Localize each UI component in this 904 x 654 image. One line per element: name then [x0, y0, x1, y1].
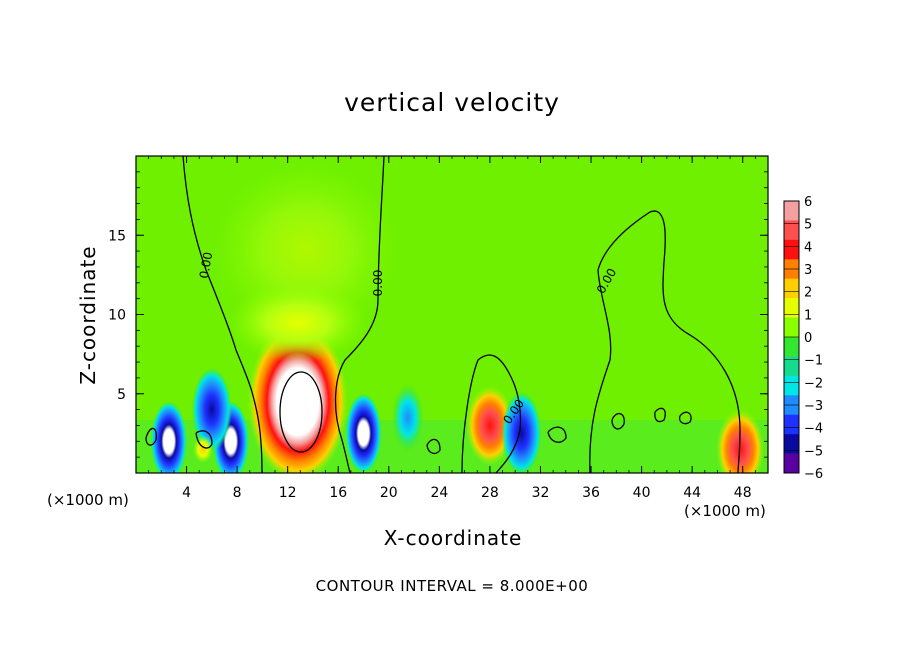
x-tick-label: 40 — [633, 485, 651, 501]
y-axis: 5 10 15 — [108, 171, 768, 458]
y-tick-label: 15 — [108, 228, 126, 244]
x-tick-label: 36 — [582, 485, 600, 501]
x-tick-label: 24 — [430, 485, 448, 501]
colorbar-swatch — [784, 239, 799, 260]
x-tick-label: 32 — [532, 485, 550, 501]
feature-updraft-10 — [192, 435, 213, 464]
x-tick-label: 8 — [233, 485, 242, 501]
colorbar: 6 5 4 3 2 1 0 −1 −2 −3 −4 −5 −6 — [783, 195, 823, 482]
colorbar-swatch — [784, 298, 799, 319]
updraft-core-contour — [279, 371, 323, 453]
colorbar-label: 5 — [804, 218, 812, 233]
x-tick-label: 16 — [329, 485, 347, 501]
colorbar-swatch — [784, 356, 799, 377]
contour-lines — [145, 156, 741, 473]
features-layer — [150, 282, 765, 473]
zero-contour-mid — [461, 354, 522, 473]
feature-downdraft-5 — [150, 401, 187, 473]
small-contour-4 — [654, 407, 666, 423]
x-unit-label-right: (×1000 m) — [684, 502, 766, 520]
colorbar-label: 4 — [804, 240, 812, 255]
x-axis: 4 8 12 16 20 24 28 32 36 40 44 48 — [148, 156, 756, 501]
colorbar-label: 3 — [804, 263, 812, 278]
contour-label-1: 0.00 — [197, 251, 215, 280]
small-contour-5 — [678, 411, 692, 425]
colorbar-label: 1 — [804, 308, 812, 323]
x-tick-label: 12 — [279, 485, 297, 501]
colorbar-swatch — [784, 220, 799, 241]
colorbar-swatch — [784, 317, 799, 338]
x-tick-label: 20 — [380, 485, 398, 501]
colorbar-label: 0 — [804, 331, 812, 346]
colorbar-label: −4 — [804, 422, 823, 437]
colorbar-swatch — [784, 375, 799, 396]
colorbar-swatch — [784, 278, 799, 299]
chart-title: vertical velocity — [344, 88, 560, 117]
feature-weak-updraft-1 — [227, 282, 368, 363]
colorbar-swatch — [784, 414, 799, 435]
y-tick-label: 5 — [117, 387, 126, 403]
x-tick-label: 48 — [734, 485, 752, 501]
colorbar-label: −1 — [804, 354, 823, 369]
colorbar-label: −5 — [804, 444, 823, 459]
zero-contour-right — [589, 210, 741, 473]
colorbar-label: 2 — [804, 286, 812, 301]
colorbar-swatch — [784, 337, 799, 357]
colorbar-label: −6 — [804, 467, 823, 482]
colorbar-swatch — [784, 201, 799, 221]
zero-contour-center — [334, 156, 385, 473]
contour-interval-note: CONTOUR INTERVAL = 8.000E+00 — [315, 577, 589, 595]
colorbar-label: 6 — [804, 195, 812, 210]
zero-contour-left — [182, 156, 263, 473]
feature-updraft-7 — [465, 385, 514, 466]
x-tick-label: 28 — [481, 485, 499, 501]
x-tick-label: 4 — [182, 485, 191, 501]
small-contour-7 — [426, 438, 441, 455]
y-tick-label: 10 — [108, 308, 126, 324]
feature-downdraft-6 — [391, 383, 424, 452]
colorbar-swatch — [784, 434, 799, 455]
contour-label-2: 0.00 — [371, 270, 385, 297]
x-unit-label-left: (×1000 m) — [47, 491, 129, 509]
colorbar-swatch — [784, 453, 799, 474]
plot-area — [136, 156, 768, 473]
small-contour-3 — [547, 426, 567, 443]
small-contour-6 — [611, 413, 625, 430]
colorbar-label: −2 — [804, 376, 823, 391]
feature-downdraft-2 — [345, 393, 382, 473]
x-axis-label: X-coordinate — [383, 526, 523, 550]
colorbar-label: −3 — [804, 399, 823, 414]
small-contour-1 — [145, 427, 157, 446]
x-tick-label: 44 — [683, 485, 701, 501]
small-contour-2 — [195, 430, 213, 449]
